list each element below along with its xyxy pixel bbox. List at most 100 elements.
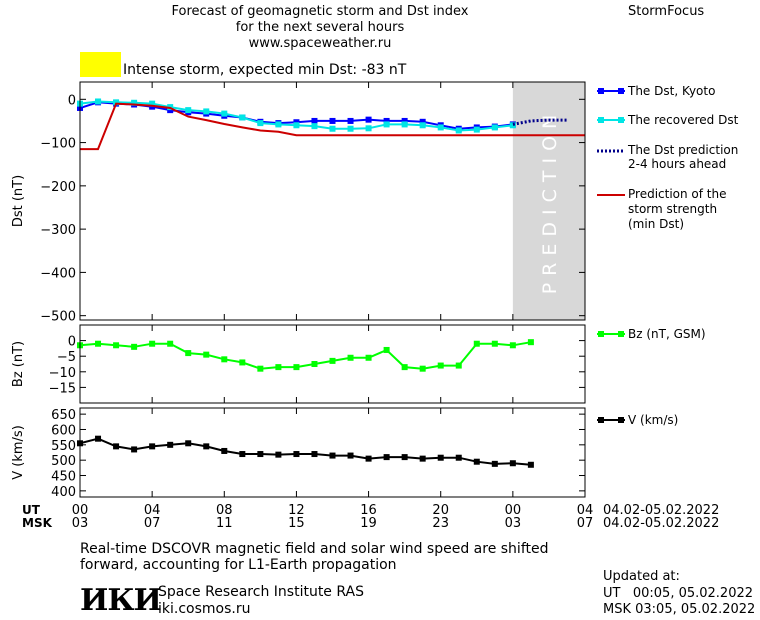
legend-label-storm-1: Prediction of the bbox=[628, 187, 727, 201]
ut-tick-label: 04 bbox=[143, 503, 161, 518]
dst-data-point bbox=[419, 122, 426, 129]
v-data-point bbox=[203, 443, 210, 450]
v-data-point bbox=[383, 454, 390, 461]
legend-label-dst-kyoto: The Dst, Kyoto bbox=[628, 84, 716, 98]
bz-panel-frame bbox=[79, 324, 586, 404]
bz-ytick-label: −10 bbox=[49, 366, 76, 381]
v-panel-frame bbox=[79, 407, 586, 498]
dst-data-point bbox=[149, 100, 156, 107]
dst-data-point bbox=[203, 108, 210, 115]
v-data-point bbox=[275, 451, 282, 458]
institute-name: Space Research Institute RAS bbox=[158, 584, 364, 600]
bz-data-point bbox=[491, 340, 498, 347]
dst-data-point bbox=[455, 127, 462, 134]
dst-ytick-label: 0 bbox=[68, 93, 76, 108]
dst-data-point bbox=[365, 116, 372, 123]
legend-marker-dst-recovered-2 bbox=[618, 117, 624, 123]
msk-tick-label: 11 bbox=[216, 516, 233, 531]
legend-label-storm-2: storm strength bbox=[628, 202, 718, 216]
bz-data-point bbox=[419, 365, 426, 372]
msk-tick-label: 07 bbox=[576, 516, 594, 531]
ut-tick-label: 20 bbox=[432, 503, 449, 518]
legend-label-dst-recovered: The recovered Dst bbox=[628, 113, 739, 127]
bz-data-point bbox=[347, 354, 354, 361]
legend-label-storm-3: (min Dst) bbox=[628, 217, 685, 231]
bz-data-point bbox=[131, 343, 138, 350]
legend bbox=[597, 88, 625, 423]
bz-data-point bbox=[527, 339, 534, 346]
dst-data-point bbox=[239, 114, 246, 121]
bz-data-point bbox=[221, 356, 228, 363]
v-data-point bbox=[491, 460, 498, 467]
v-data-point bbox=[95, 435, 102, 442]
dst-data-point bbox=[401, 117, 408, 124]
v-ytick-label: 600 bbox=[51, 423, 76, 438]
ut-tick-label: 08 bbox=[216, 503, 233, 518]
dst-panel: PREDICTION 0 −100 −200 −300 −400 −500 Dst (nT… bbox=[11, 81, 586, 325]
dst-data-point bbox=[329, 125, 336, 132]
legend-label-bz: Bz (nT, GSM) bbox=[628, 327, 706, 341]
dst-data-point bbox=[293, 119, 300, 126]
bz-data-point bbox=[311, 361, 318, 367]
bz-data-point bbox=[401, 364, 408, 371]
bz-axis-label: Bz (nT) bbox=[11, 341, 26, 387]
v-ytick-label: 400 bbox=[51, 485, 76, 500]
v-data-point bbox=[131, 446, 138, 453]
dst-panel-frame bbox=[79, 81, 586, 321]
msk-tick-label: 23 bbox=[432, 516, 449, 531]
dst-ytick-label: −400 bbox=[40, 266, 76, 281]
storm-alert-text: Intense storm, expected min Dst: -83 nT bbox=[123, 62, 407, 78]
v-data-point bbox=[401, 454, 408, 461]
msk-tick-label: 03 bbox=[71, 516, 89, 531]
bz-data-point bbox=[203, 351, 210, 358]
dst-series-line-3 bbox=[80, 102, 585, 151]
dst-data-point bbox=[131, 99, 138, 106]
bz-data-point bbox=[365, 354, 372, 361]
dst-data-point bbox=[473, 126, 480, 133]
legend-marker-dst-kyoto-2 bbox=[618, 88, 624, 94]
dst-data-point bbox=[383, 117, 390, 124]
dst-data-point bbox=[347, 125, 354, 132]
institute-site[interactable]: iki.cosmos.ru bbox=[158, 601, 251, 617]
v-series-line-0 bbox=[80, 437, 531, 466]
dst-data-point bbox=[311, 117, 318, 124]
msk-tick-label: 07 bbox=[143, 516, 161, 531]
updated-label: Updated at: bbox=[603, 569, 680, 584]
iki-logo: ИКИ bbox=[80, 583, 162, 618]
msk-tick-label: 03 bbox=[504, 516, 522, 531]
v-ytick-label: 650 bbox=[51, 408, 76, 423]
dst-ytick-label: −100 bbox=[40, 137, 76, 152]
legend-marker-v bbox=[598, 417, 604, 423]
v-ytick-label: 550 bbox=[51, 439, 76, 454]
source-url[interactable]: www.spaceweather.ru bbox=[248, 36, 392, 51]
legend-marker-dst-kyoto bbox=[598, 88, 604, 94]
ut-tick-label: 04 bbox=[576, 503, 594, 518]
bz-data-point bbox=[113, 342, 120, 349]
v-data-point bbox=[311, 451, 318, 458]
dst-data-point bbox=[311, 123, 318, 130]
dst-data-point bbox=[95, 98, 102, 105]
updated-msk: MSK 03:05, 05.02.2022 bbox=[603, 602, 756, 617]
ut-axis-label: UT bbox=[22, 503, 40, 517]
bz-data-point bbox=[455, 362, 462, 369]
dst-data-point bbox=[365, 125, 372, 132]
storm-level-swatch bbox=[80, 52, 121, 77]
dst-data-point bbox=[347, 117, 354, 124]
v-data-point bbox=[419, 455, 426, 462]
brand-name: StormFocus bbox=[628, 4, 705, 19]
v-data-point bbox=[527, 461, 534, 468]
dst-data-point bbox=[419, 118, 426, 125]
ut-tick-label: 00 bbox=[71, 503, 89, 518]
ut-date-range: 04.02-05.02.2022 bbox=[603, 503, 720, 518]
dst-data-point bbox=[221, 110, 228, 117]
dst-axis-label: Dst (nT) bbox=[11, 175, 26, 227]
dst-data-point bbox=[257, 120, 264, 127]
dst-data-point bbox=[383, 121, 390, 128]
bz-data-point bbox=[275, 364, 282, 371]
dst-ytick-label: −500 bbox=[40, 310, 76, 325]
bz-data-point bbox=[437, 362, 444, 369]
bz-panel: 0−5−10−15 Bz (nT) bbox=[11, 324, 586, 404]
ut-tick-label: 00 bbox=[504, 503, 522, 518]
bz-data-point bbox=[509, 342, 516, 349]
